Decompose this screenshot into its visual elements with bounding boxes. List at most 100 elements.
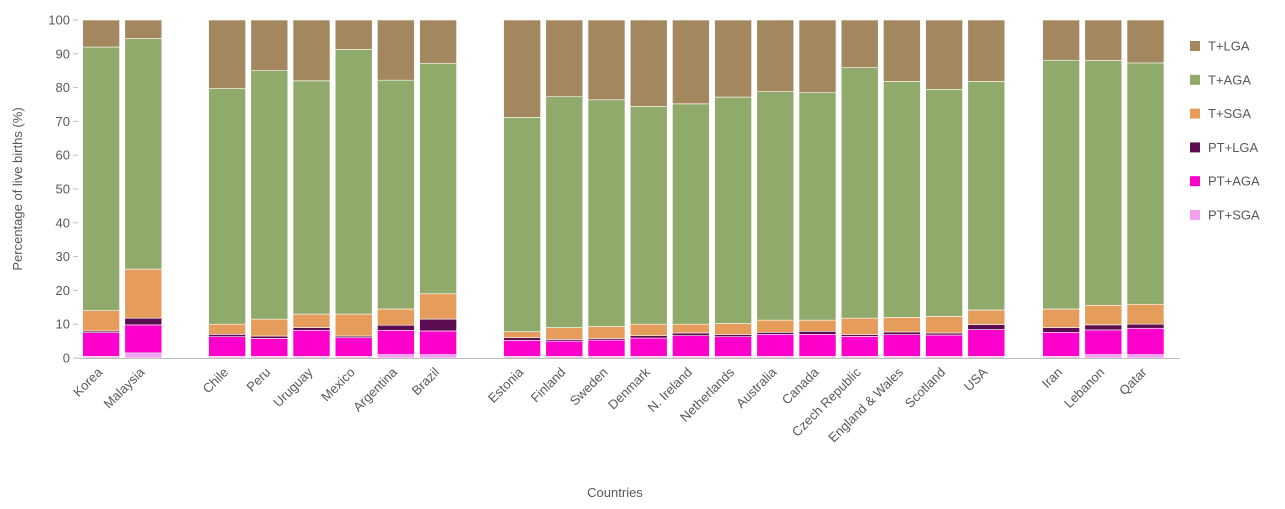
x-category-label: Argentina bbox=[350, 364, 401, 415]
bar-segment-pt-aga bbox=[672, 335, 710, 357]
bar-stack-finland bbox=[545, 19, 584, 359]
bar-stack-scotland bbox=[925, 19, 963, 359]
legend-item-pt-aga: PT+AGA bbox=[1190, 174, 1260, 189]
bar-segment-t-aga bbox=[798, 92, 837, 321]
y-tick-label: 100 bbox=[48, 13, 70, 28]
bar-segment-t-aga bbox=[208, 88, 246, 325]
x-category-label: Brazil bbox=[409, 364, 443, 398]
bar-segment-t-sga bbox=[840, 317, 879, 335]
bar-segment-pt-aga bbox=[925, 334, 963, 357]
y-tick-label: 0 bbox=[63, 351, 70, 366]
bar-stack-mexico bbox=[334, 19, 373, 359]
bar-segment-t-sga bbox=[250, 318, 289, 337]
bar-segment-t-sga bbox=[503, 331, 541, 339]
bar-segment-pt-aga bbox=[377, 329, 415, 355]
bar-segment-pt-aga bbox=[1126, 327, 1165, 355]
bar-segment-pt-aga bbox=[629, 337, 668, 357]
bar-segment-pt-aga bbox=[545, 340, 584, 357]
legend-label: T+AGA bbox=[1208, 72, 1251, 87]
bar-segment-t-sga bbox=[334, 313, 373, 337]
bar-segment-pt-lga bbox=[967, 324, 1006, 330]
x-category-label: Iran bbox=[1039, 365, 1065, 391]
bar-segment-t-lga bbox=[967, 19, 1006, 82]
bar-segment-t-aga bbox=[967, 81, 1006, 311]
legend-label: T+LGA bbox=[1208, 39, 1250, 54]
bar-segment-pt-lga bbox=[503, 337, 541, 341]
bar-segment-t-aga bbox=[840, 67, 879, 319]
bar-segment-pt-lga bbox=[292, 327, 331, 331]
bar-segment-t-sga bbox=[1084, 304, 1123, 326]
bar-segment-t-lga bbox=[124, 19, 163, 39]
bar-stack-sweden bbox=[587, 19, 626, 359]
x-category-label: Korea bbox=[70, 364, 106, 400]
x-category-label: Estonia bbox=[485, 364, 527, 406]
bar-stack-argentina bbox=[377, 19, 415, 359]
bar-segment-t-lga bbox=[292, 19, 331, 82]
bar-segment-pt-aga bbox=[82, 332, 120, 357]
bar-segment-t-aga bbox=[672, 103, 710, 325]
bar-segment-pt-lga bbox=[1042, 327, 1080, 333]
bar-segment-t-sga bbox=[967, 309, 1006, 325]
x-category-label: Lebanon bbox=[1061, 365, 1107, 411]
bar-segment-t-aga bbox=[714, 96, 752, 324]
bar-segment-t-sga bbox=[1126, 303, 1165, 325]
bar-segment-t-aga bbox=[292, 80, 331, 315]
bar-segment-pt-aga bbox=[840, 336, 879, 357]
x-category-label: Scotland bbox=[902, 365, 948, 411]
bar-segment-t-sga bbox=[798, 319, 837, 332]
bar-segment-pt-lga bbox=[250, 335, 289, 339]
bar-segment-t-aga bbox=[587, 99, 626, 327]
bar-stack-canada bbox=[798, 19, 837, 359]
legend-swatch bbox=[1190, 108, 1200, 119]
bar-segment-pt-lga bbox=[124, 317, 163, 326]
bar-stack-qatar bbox=[1126, 19, 1165, 359]
bar-segment-t-lga bbox=[503, 19, 541, 118]
y-tick-label: 90 bbox=[56, 46, 70, 61]
legend-swatch bbox=[1190, 142, 1200, 153]
bar-segment-pt-lga bbox=[629, 335, 668, 339]
legend-item-pt-sga: PT+SGA bbox=[1190, 208, 1260, 223]
y-tick-label: 80 bbox=[56, 80, 70, 95]
bar-segment-t-lga bbox=[714, 19, 752, 98]
legend-label: PT+LGA bbox=[1208, 140, 1259, 155]
bar-segment-t-sga bbox=[714, 323, 752, 335]
bar-segment-pt-lga bbox=[419, 318, 457, 332]
bar-segment-t-sga bbox=[124, 268, 163, 319]
bar-segment-pt-aga bbox=[292, 329, 331, 357]
bar-stack-n-ireland bbox=[672, 19, 710, 359]
bar-segment-t-aga bbox=[1042, 59, 1080, 310]
bar-segment-t-aga bbox=[250, 70, 289, 320]
bar-segment-pt-lga bbox=[1126, 323, 1165, 329]
bar-segment-t-sga bbox=[1042, 308, 1080, 328]
bar-stack-england-wales bbox=[883, 19, 921, 359]
bar-segment-pt-aga bbox=[334, 337, 373, 357]
bar-segment-t-lga bbox=[208, 19, 246, 89]
bar-segment-pt-lga bbox=[672, 332, 710, 336]
legend-swatch bbox=[1190, 41, 1200, 51]
bar-segment-t-sga bbox=[82, 310, 120, 332]
bar-segment-pt-aga bbox=[250, 338, 289, 357]
bar-segment-t-lga bbox=[756, 19, 795, 92]
bar-segment-t-sga bbox=[629, 323, 668, 336]
bar-segment-pt-lga bbox=[925, 332, 963, 336]
bar-segment-pt-sga bbox=[1126, 354, 1165, 359]
bar-segment-pt-lga bbox=[208, 334, 246, 338]
bar-segment-pt-lga bbox=[756, 332, 795, 335]
bar-segment-t-sga bbox=[208, 323, 246, 335]
bar-stack-czech-republic bbox=[840, 19, 879, 359]
x-category-label: England & Wales bbox=[825, 364, 906, 445]
bar-segment-t-lga bbox=[377, 19, 415, 81]
bar-segment-t-lga bbox=[1126, 19, 1165, 64]
bar-segment-t-aga bbox=[419, 62, 457, 295]
bar-stack-australia bbox=[756, 19, 795, 359]
bar-segment-t-sga bbox=[377, 308, 415, 326]
bar-stack-denmark bbox=[629, 19, 668, 359]
y-tick-label: 60 bbox=[56, 148, 70, 163]
bar-segment-pt-lga bbox=[714, 334, 752, 338]
x-category-label: Finland bbox=[528, 365, 569, 406]
bar-segment-pt-aga bbox=[967, 329, 1006, 357]
bar-segment-pt-aga bbox=[883, 334, 921, 357]
bar-segment-t-lga bbox=[672, 19, 710, 105]
bar-stack-usa bbox=[967, 19, 1006, 359]
